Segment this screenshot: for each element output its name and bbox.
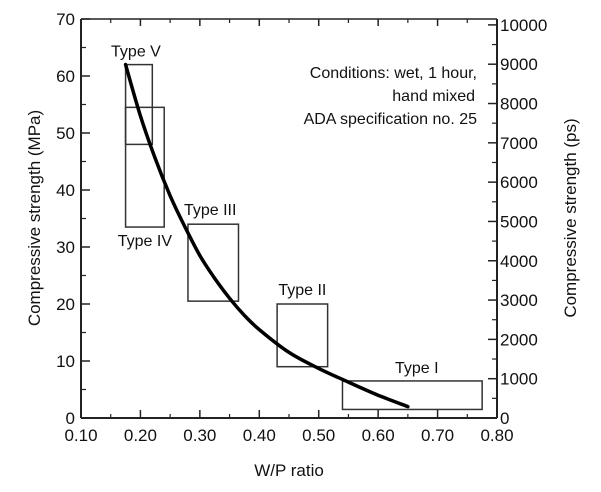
type-iii-label: Type III — [184, 202, 236, 219]
annotation-hand-mixed: hand mixed — [392, 88, 475, 105]
y2-tick-label: 7000 — [500, 134, 538, 153]
x-tick-label: 0.70 — [421, 426, 454, 445]
type-ii-label: Type II — [278, 282, 326, 299]
y2-tick-label: 1000 — [500, 370, 538, 389]
y-tick-label: 20 — [56, 295, 75, 314]
y2-tick-label: 2000 — [500, 330, 538, 349]
y-tick-label: 60 — [56, 67, 75, 86]
axes: 0.10 0.20 0.30 0.40 0.50 0.60 0.70 0.8001020304… — [56, 10, 547, 445]
y-axis-title: Compressive strength (MPa) — [25, 110, 44, 326]
x-tick-label: 0.80 — [480, 426, 513, 445]
type-i-label: Type I — [395, 360, 439, 377]
type-ii-range-box — [276, 303, 329, 368]
x-tick-label: 0.30 — [183, 426, 216, 445]
y2-axis-title: Compressive strength (ps) — [561, 118, 580, 317]
strength-curve-line — [123, 62, 410, 409]
x-tick-label: 0.50 — [302, 426, 335, 445]
curve-layer — [123, 62, 410, 409]
annotation-ada-spec: ADA specification no. 25 — [304, 111, 478, 128]
type-v-range-box — [124, 63, 154, 146]
x-axis-title: W/P ratio — [254, 461, 324, 480]
type-iii-range-box — [187, 223, 240, 302]
type-ranges: Type V Type IV Type III Type II Type I — [111, 44, 483, 411]
y2-tick-label: 6000 — [500, 173, 538, 192]
y2-tick-label: 5000 — [500, 212, 538, 231]
y-tick-label: 70 — [56, 10, 75, 29]
type-v-label: Type V — [111, 44, 161, 61]
type-iv-range-box — [124, 106, 165, 228]
annotation-conditions: Conditions: wet, 1 hour, — [310, 65, 477, 82]
x-tick-label: 0.10 — [64, 426, 97, 445]
y2-tick-label: 3000 — [500, 291, 538, 310]
y2-tick-label: 4000 — [500, 252, 538, 271]
y-tick-label: 0 — [66, 409, 75, 428]
y2-tick-label: 10000 — [500, 16, 547, 35]
y2-tick-label: 9000 — [500, 55, 538, 74]
y-tick-label: 50 — [56, 124, 75, 143]
x-tick-label: 0.60 — [362, 426, 395, 445]
labels-layer: W/P ratio Compressive strength (MPa) Com… — [25, 65, 580, 480]
y2-tick-label: 8000 — [500, 95, 538, 114]
y-tick-label: 30 — [56, 238, 75, 257]
y-tick-label: 40 — [56, 181, 75, 200]
type-i-range-box — [341, 380, 483, 411]
type-iv-label: Type IV — [118, 233, 173, 250]
x-tick-label: 0.40 — [243, 426, 276, 445]
y-tick-label: 10 — [56, 352, 75, 371]
y2-tick-label: 0 — [500, 409, 509, 428]
x-tick-label: 0.20 — [124, 426, 157, 445]
